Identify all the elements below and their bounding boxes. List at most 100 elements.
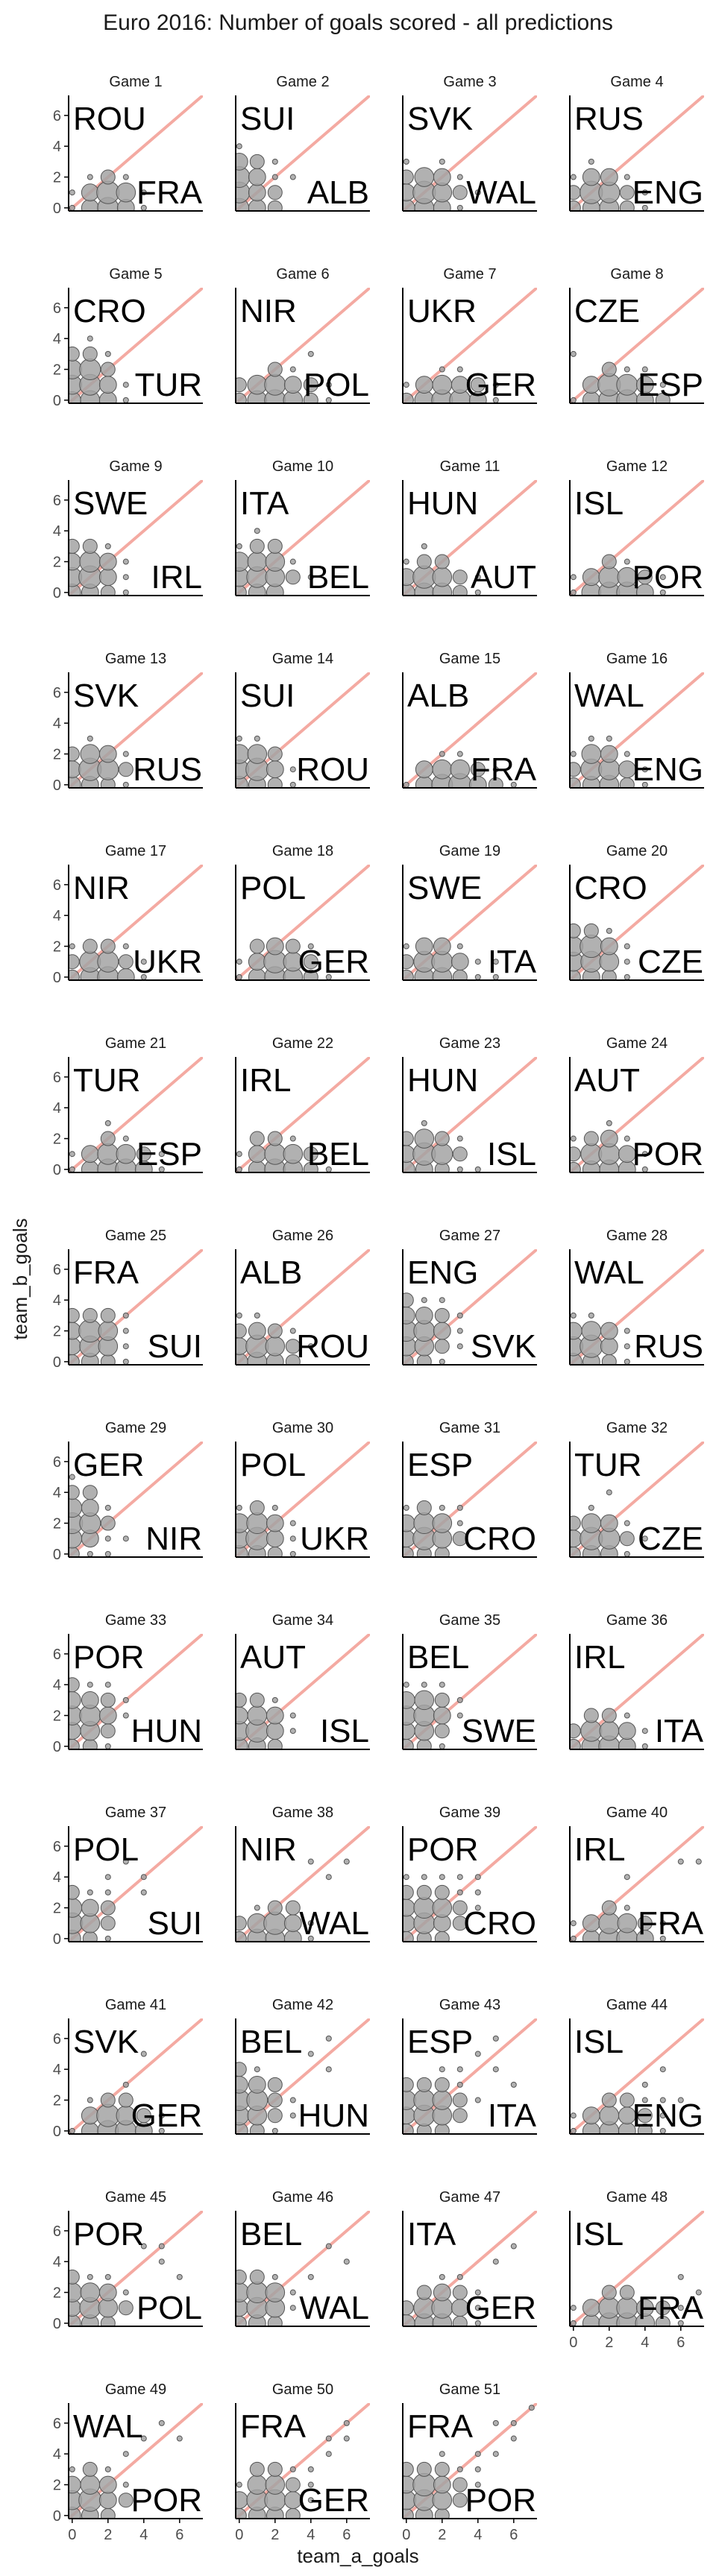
prediction-point bbox=[289, 2289, 296, 2296]
x-tick-label: 2 bbox=[438, 2527, 446, 2543]
team-b-label: GER bbox=[73, 1447, 144, 1483]
prediction-point bbox=[695, 1858, 702, 1865]
prediction-point bbox=[325, 2035, 332, 2042]
prediction-point bbox=[470, 762, 486, 777]
team-b-label: CRO bbox=[574, 870, 647, 906]
prediction-point bbox=[413, 1897, 436, 1919]
y-tick-label: 2 bbox=[53, 555, 61, 571]
panel-game-17: Game 17 NIR UKR 0 2 4 6 bbox=[53, 843, 203, 986]
prediction-point bbox=[403, 1160, 415, 1172]
team-b-label: ISL bbox=[574, 2024, 624, 2060]
prediction-point bbox=[267, 1323, 283, 1339]
panel-plot-area: ITA GER bbox=[403, 2211, 537, 2326]
prediction-point bbox=[136, 1146, 151, 1162]
prediction-point bbox=[456, 1504, 463, 1511]
x-tick-label: 4 bbox=[139, 2527, 148, 2543]
prediction-point bbox=[439, 1682, 445, 1688]
prediction-point bbox=[403, 198, 415, 211]
prediction-point bbox=[452, 2493, 468, 2508]
panel-plot-area: TUR ESP bbox=[69, 1057, 203, 1172]
panel-game-36: Game 36 IRL ITA bbox=[569, 1612, 704, 1750]
prediction-point bbox=[69, 1307, 80, 1323]
panel-title: Game 37 bbox=[105, 1805, 166, 1821]
prediction-point bbox=[98, 2475, 117, 2494]
prediction-point bbox=[249, 1131, 265, 1146]
prediction-point bbox=[248, 1145, 266, 1164]
prediction-point bbox=[474, 1889, 481, 1895]
prediction-point bbox=[618, 1145, 636, 1164]
team-a-label: CRO bbox=[463, 1521, 536, 1557]
prediction-point bbox=[450, 953, 469, 971]
prediction-point bbox=[100, 1354, 116, 1365]
x-tick-label: 6 bbox=[175, 2527, 183, 2543]
prediction-point bbox=[421, 543, 427, 549]
prediction-point bbox=[289, 2097, 296, 2103]
prediction-point bbox=[96, 2103, 120, 2127]
prediction-point bbox=[264, 373, 286, 396]
team-a-label: SVK bbox=[471, 1328, 536, 1365]
prediction-point bbox=[267, 2092, 283, 2108]
prediction-point bbox=[403, 1546, 414, 1557]
prediction-point bbox=[570, 200, 581, 211]
prediction-point bbox=[118, 762, 134, 777]
team-b-label: NIR bbox=[240, 293, 297, 329]
prediction-point bbox=[432, 566, 453, 587]
prediction-point bbox=[456, 1166, 463, 1172]
prediction-point bbox=[100, 1307, 116, 1323]
prediction-point bbox=[122, 1343, 129, 1350]
prediction-point bbox=[434, 1307, 450, 1323]
prediction-point bbox=[122, 2289, 129, 2296]
panel-game-29: Game 29 GER NIR 0 2 4 6 bbox=[53, 1420, 203, 1563]
prediction-point bbox=[267, 362, 283, 377]
prediction-point bbox=[439, 366, 445, 373]
prediction-point bbox=[104, 543, 111, 549]
panel-title: Game 13 bbox=[105, 651, 166, 667]
team-b-label: ESP bbox=[407, 2024, 473, 2060]
prediction-point bbox=[79, 551, 101, 573]
team-a-label: CRO bbox=[463, 1905, 536, 1942]
prediction-point bbox=[289, 1535, 296, 1542]
y-tick-label: 6 bbox=[53, 877, 61, 894]
x-tick-label: 0 bbox=[68, 2527, 76, 2543]
prediction-point bbox=[236, 2491, 248, 2510]
panel-title: Game 29 bbox=[105, 1420, 166, 1436]
prediction-point bbox=[248, 183, 266, 202]
prediction-point bbox=[624, 1358, 630, 1365]
prediction-point bbox=[96, 180, 120, 204]
team-b-label: AUT bbox=[240, 1639, 306, 1676]
prediction-point bbox=[104, 1535, 111, 1542]
prediction-point bbox=[403, 1292, 414, 1308]
team-a-label: RUS bbox=[133, 751, 202, 788]
prediction-point bbox=[432, 2090, 453, 2110]
prediction-point bbox=[403, 382, 409, 388]
team-a-label: ISL bbox=[487, 1136, 536, 1172]
prediction-point bbox=[659, 1920, 666, 1927]
prediction-point bbox=[582, 1914, 600, 1933]
prediction-point bbox=[617, 566, 638, 587]
y-tick-label: 4 bbox=[53, 2062, 61, 2078]
prediction-point bbox=[582, 168, 600, 186]
prediction-point bbox=[581, 1513, 602, 1533]
prediction-point bbox=[456, 1135, 463, 1142]
prediction-point bbox=[624, 943, 630, 950]
prediction-point bbox=[248, 198, 266, 211]
prediction-point bbox=[456, 204, 463, 211]
team-b-label: POL bbox=[73, 1831, 139, 1868]
team-b-label: SUI bbox=[240, 101, 295, 137]
prediction-point bbox=[456, 174, 463, 180]
team-b-label: SVK bbox=[407, 101, 473, 137]
panel-title: Game 51 bbox=[439, 2381, 500, 2398]
panel-game-49: Game 49 WAL POR 0 2 4 6 0 2 4 6 bbox=[53, 2381, 203, 2543]
panel-plot-area: FRA POR bbox=[403, 2403, 537, 2519]
panel-plot-area: ALB ROU bbox=[236, 1249, 370, 1365]
panel-title: Game 21 bbox=[105, 1035, 166, 1052]
prediction-point bbox=[98, 745, 117, 763]
team-b-label: HUN bbox=[407, 485, 478, 522]
prediction-point bbox=[601, 2092, 617, 2108]
prediction-point bbox=[236, 143, 242, 150]
prediction-point bbox=[82, 938, 98, 954]
team-b-label: SVK bbox=[73, 2024, 139, 2060]
prediction-point bbox=[421, 1120, 427, 1126]
prediction-point bbox=[456, 2273, 463, 2280]
prediction-point bbox=[431, 1143, 453, 1165]
